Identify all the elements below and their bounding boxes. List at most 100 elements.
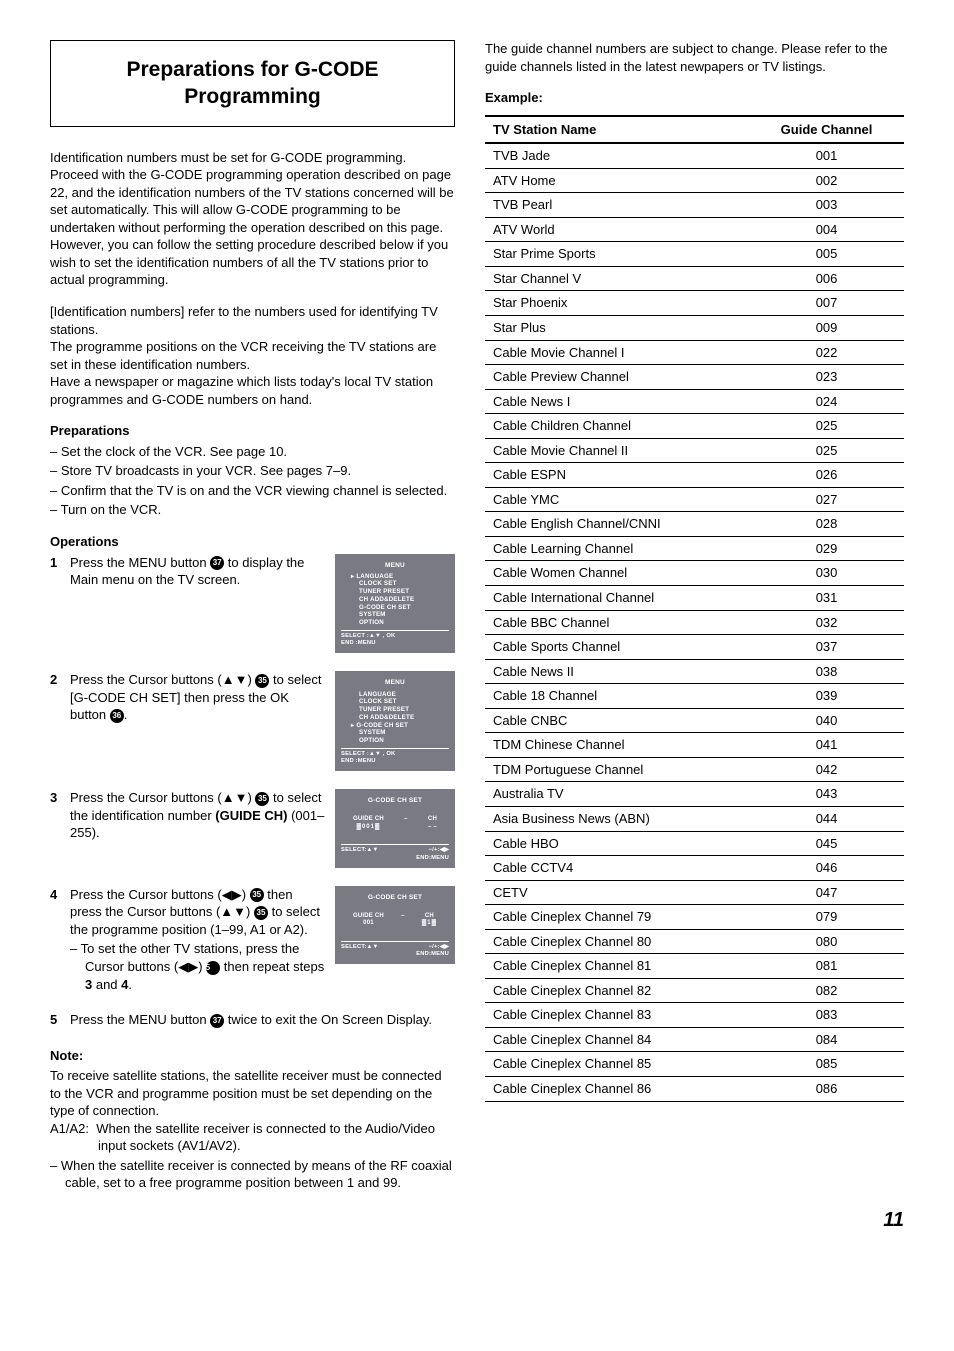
table-row: CETV047 [485, 880, 904, 905]
cell-station-name: Cable Movie Channel I [485, 340, 749, 365]
step-number: 1 [50, 554, 70, 572]
cell-station-name: Cable Learning Channel [485, 536, 749, 561]
cell-guide-channel: 046 [749, 856, 904, 881]
table-row: Star Plus009 [485, 316, 904, 341]
cell-station-name: Asia Business News (ABN) [485, 806, 749, 831]
note-block: Note: To receive satellite stations, the… [50, 1047, 455, 1192]
operation-step-1: 1 Press the MENU button 37 to display th… [50, 554, 455, 654]
cell-guide-channel: 079 [749, 905, 904, 930]
cell-guide-channel: 006 [749, 266, 904, 291]
cell-guide-channel: 002 [749, 168, 904, 193]
operation-step-5: 5 Press the MENU button 37 twice to exit… [50, 1011, 455, 1029]
gcode-screen-1: G-CODE CH SETGUIDE CH▓001▓–CH– –SELECT:▲… [335, 789, 455, 868]
table-row: Cable News II038 [485, 659, 904, 684]
cell-guide-channel: 027 [749, 487, 904, 512]
table-row: TVB Pearl003 [485, 193, 904, 218]
right-column: The guide channel numbers are subject to… [485, 40, 904, 1192]
cell-station-name: Star Prime Sports [485, 242, 749, 267]
example-heading: Example: [485, 89, 904, 107]
menu-screen-2: MENULANGUAGECLOCK SETTUNER PRESETCH ADD&… [335, 671, 455, 771]
table-row: Cable Cineplex Channel 79079 [485, 905, 904, 930]
cell-guide-channel: 040 [749, 708, 904, 733]
cell-guide-channel: 030 [749, 561, 904, 586]
cell-guide-channel: 041 [749, 733, 904, 758]
prep-list-item: Turn on the VCR. [50, 501, 455, 519]
table-row: Cable Cineplex Channel 84084 [485, 1027, 904, 1052]
table-row: Cable BBC Channel032 [485, 610, 904, 635]
button-ref-icon: 35 [255, 674, 269, 688]
cell-station-name: Cable Preview Channel [485, 365, 749, 390]
table-row: TVB Jade001 [485, 143, 904, 168]
cell-guide-channel: 007 [749, 291, 904, 316]
cell-guide-channel: 085 [749, 1052, 904, 1077]
table-row: Cable Children Channel025 [485, 414, 904, 439]
table-row: Star Prime Sports005 [485, 242, 904, 267]
cell-station-name: TDM Portuguese Channel [485, 757, 749, 782]
cell-guide-channel: 042 [749, 757, 904, 782]
cell-guide-channel: 001 [749, 143, 904, 168]
table-row: Cable Learning Channel029 [485, 536, 904, 561]
cell-guide-channel: 025 [749, 414, 904, 439]
cell-guide-channel: 045 [749, 831, 904, 856]
cell-station-name: TVB Jade [485, 143, 749, 168]
cell-guide-channel: 044 [749, 806, 904, 831]
button-ref-icon: 35 [206, 961, 220, 975]
cell-guide-channel: 037 [749, 635, 904, 660]
cell-guide-channel: 029 [749, 536, 904, 561]
note-body: To receive satellite stations, the satel… [50, 1067, 455, 1120]
table-row: Cable Cineplex Channel 81081 [485, 954, 904, 979]
progpos-text: The programme positions on the VCR recei… [50, 339, 436, 372]
table-row: Cable Cineplex Channel 80080 [485, 929, 904, 954]
table-row: Cable International Channel031 [485, 586, 904, 611]
table-row: Cable Cineplex Channel 83083 [485, 1003, 904, 1028]
menu-screen-1: MENULANGUAGECLOCK SETTUNER PRESETCH ADD&… [335, 554, 455, 654]
table-row: Cable News I024 [485, 389, 904, 414]
table-row: Cable Cineplex Channel 85085 [485, 1052, 904, 1077]
step-text: Press the Cursor buttons (▲▼) 35 to sele… [70, 789, 335, 842]
cell-station-name: CETV [485, 880, 749, 905]
title-line2: Programming [184, 85, 321, 108]
cell-guide-channel: 047 [749, 880, 904, 905]
cell-guide-channel: 009 [749, 316, 904, 341]
cell-station-name: TDM Chinese Channel [485, 733, 749, 758]
table-header-row: TV Station Name Guide Channel [485, 116, 904, 144]
note-dash: When the satellite receiver is connected… [50, 1157, 455, 1192]
newspaper-text: Have a newspaper or magazine which lists… [50, 374, 433, 407]
cell-station-name: Cable Cineplex Channel 82 [485, 978, 749, 1003]
table-row: Cable ESPN026 [485, 463, 904, 488]
cell-guide-channel: 024 [749, 389, 904, 414]
cell-station-name: Cable CCTV4 [485, 856, 749, 881]
step-number: 4 [50, 886, 70, 904]
header-station-name: TV Station Name [485, 116, 749, 144]
cell-station-name: Cable International Channel [485, 586, 749, 611]
table-row: TDM Chinese Channel041 [485, 733, 904, 758]
step-text: Press the MENU button 37 twice to exit t… [70, 1011, 455, 1029]
table-row: Cable Women Channel030 [485, 561, 904, 586]
cell-guide-channel: 082 [749, 978, 904, 1003]
operation-step-4: 4 Press the Cursor buttons (◀▶) 35 then … [50, 886, 455, 993]
cell-station-name: Cable ESPN [485, 463, 749, 488]
page-number: 11 [50, 1207, 904, 1234]
cell-guide-channel: 026 [749, 463, 904, 488]
step-text: Press the Cursor buttons (◀▶) 35 then pr… [70, 886, 335, 993]
cell-station-name: Cable YMC [485, 487, 749, 512]
button-ref-icon: 36 [110, 709, 124, 723]
cell-guide-channel: 038 [749, 659, 904, 684]
cell-guide-channel: 004 [749, 217, 904, 242]
step-text: Press the Cursor buttons (▲▼) 35 to sele… [70, 671, 335, 724]
cell-guide-channel: 039 [749, 684, 904, 709]
table-row: Asia Business News (ABN)044 [485, 806, 904, 831]
table-row: Cable Sports Channel037 [485, 635, 904, 660]
title-smallcaps: CODE [318, 58, 379, 81]
cell-station-name: Cable Women Channel [485, 561, 749, 586]
table-row: Cable HBO045 [485, 831, 904, 856]
operation-step-3: 3 Press the Cursor buttons (▲▼) 35 to se… [50, 789, 455, 868]
table-row: Cable Cineplex Channel 82082 [485, 978, 904, 1003]
cell-station-name: Cable Children Channel [485, 414, 749, 439]
table-row: Cable English Channel/CNNI028 [485, 512, 904, 537]
prep-list-item: Set the clock of the VCR. See page 10. [50, 443, 455, 461]
button-ref-icon: 35 [255, 792, 269, 806]
cell-guide-channel: 028 [749, 512, 904, 537]
table-row: ATV Home002 [485, 168, 904, 193]
page-title: Preparations for G-CODE Programming [71, 56, 434, 111]
